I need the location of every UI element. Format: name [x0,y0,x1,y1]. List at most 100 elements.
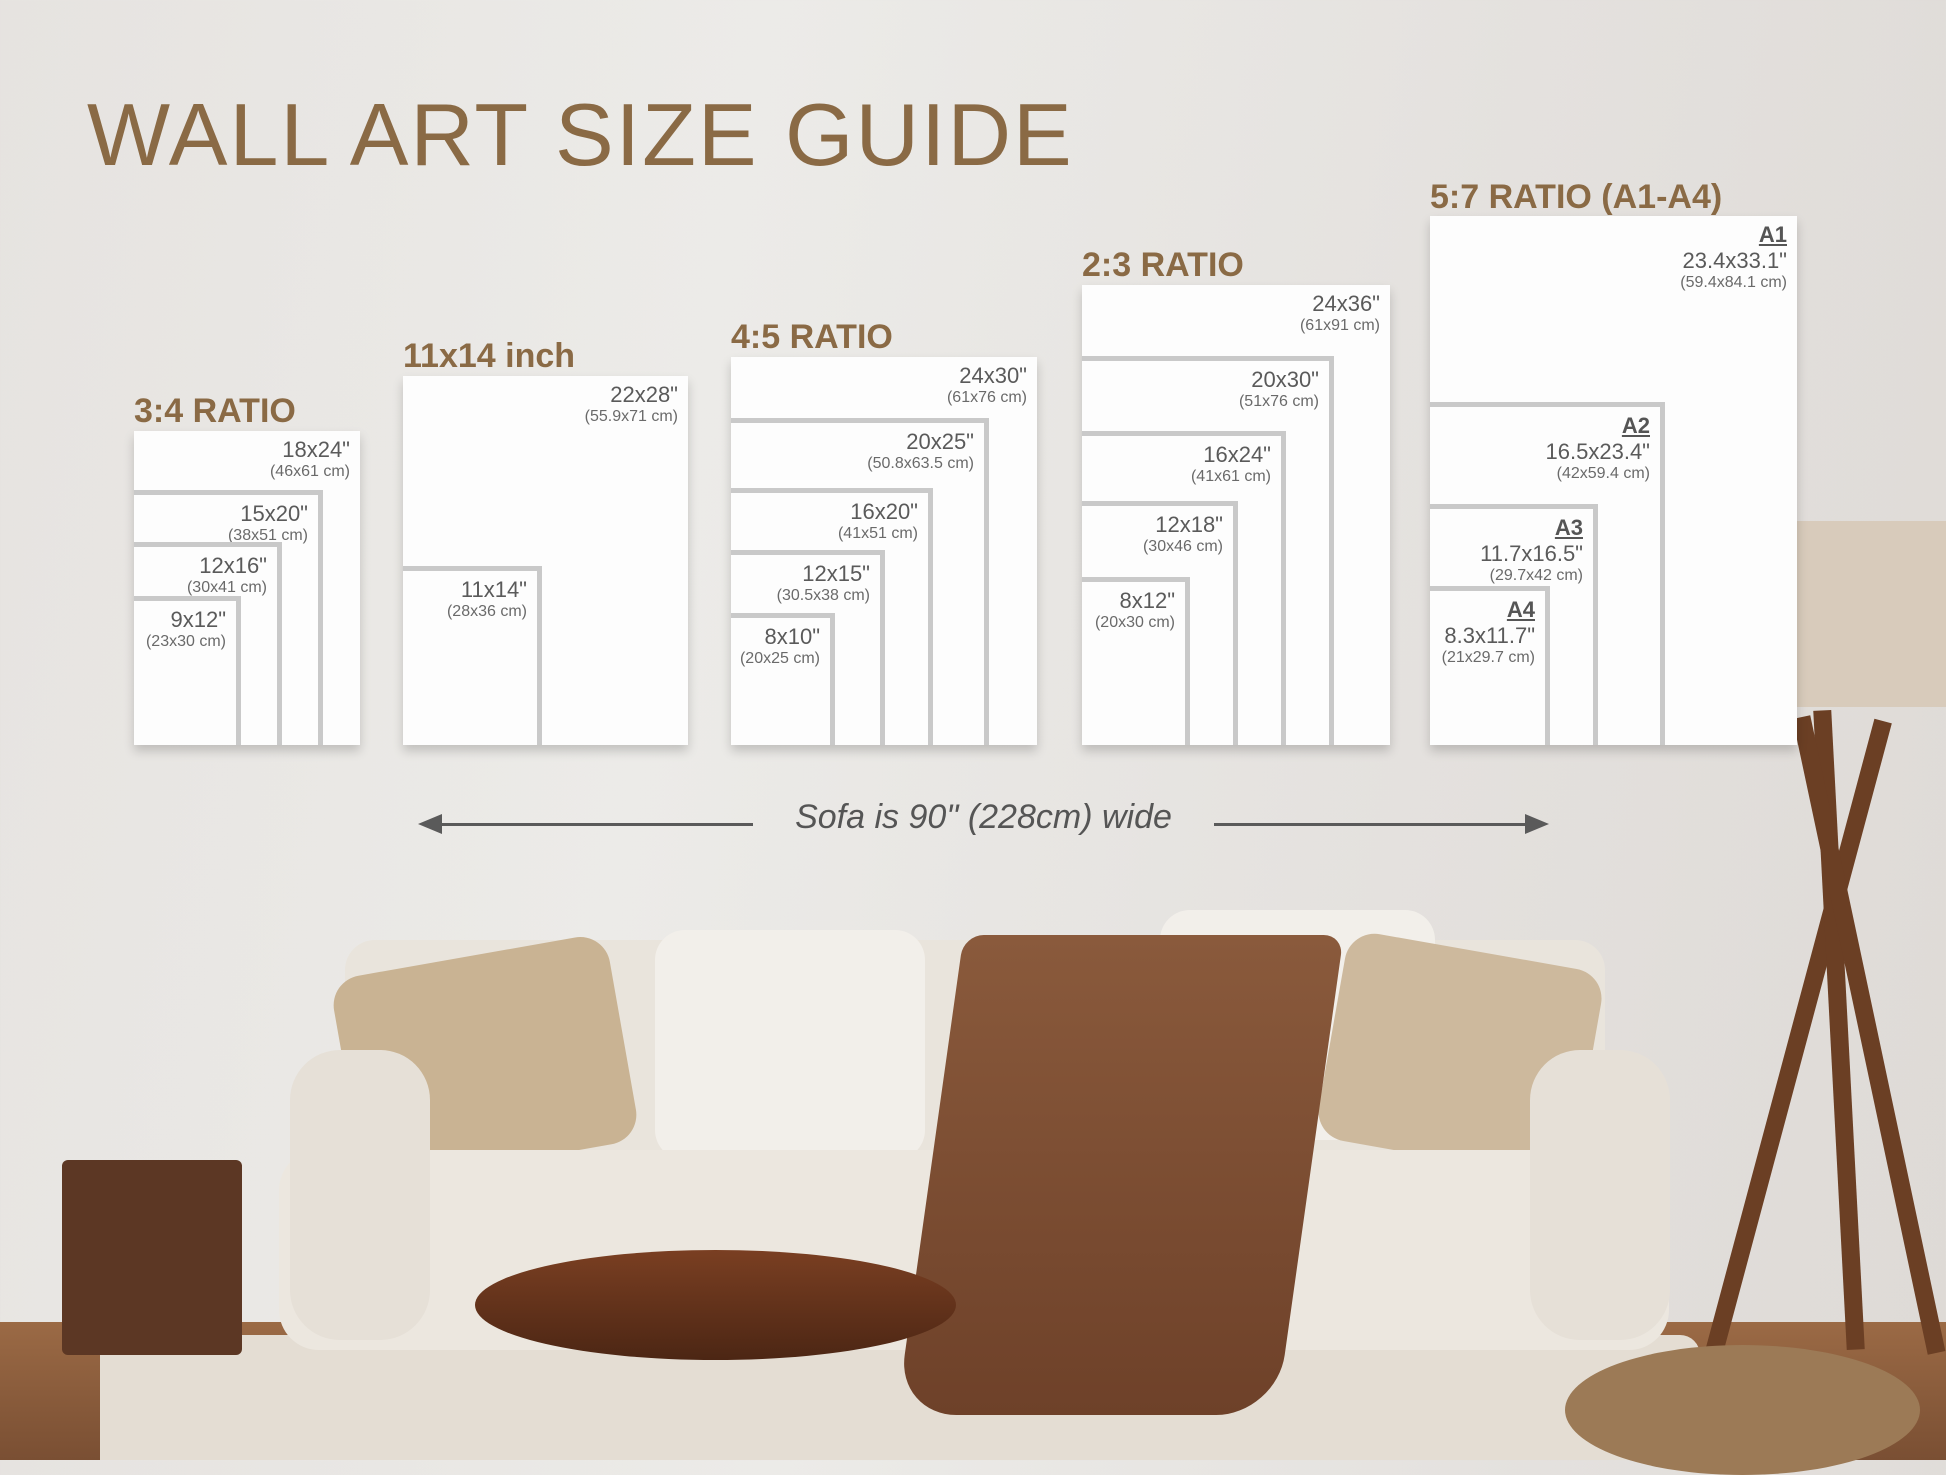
size-label: 12x18" (30x46 cm) [1143,512,1223,556]
size-frame: 20x25" (50.8x63.5 cm) [731,418,989,745]
size-inches: 8.3x11.7" [1444,623,1535,648]
paper-size-name: A3 [1554,515,1583,540]
sofa-arm-left [290,1050,430,1340]
size-frame: 15x20" (38x51 cm) [134,490,323,745]
size-cm: (42x59.4 cm) [1556,465,1650,482]
size-inches: 9x12" [170,607,226,632]
size-label: 15x20" (38x51 cm) [228,501,308,545]
size-label: 9x12" (23x30 cm) [146,607,226,651]
size-inches: 20x25" [906,429,974,454]
size-inches: 24x36" [1312,291,1380,316]
size-cm: (21x29.7 cm) [1441,649,1535,666]
size-frame: 12x16" (30x41 cm) [134,542,282,745]
arrow-left-icon [418,814,442,834]
size-inches: 12x16" [199,553,267,578]
size-cm: (46x61 cm) [269,463,350,480]
size-panel: 24x36" (61x91 cm) 20x30" (51x76 cm) 16x24" (4… [1082,285,1390,745]
size-frame: A3 11.7x16.5" (29.7x42 cm) [1430,504,1598,745]
size-label: 18x24" (46x61 cm) [270,437,350,481]
size-cm: (59.4x84.1 cm) [1680,274,1787,291]
size-label: A3 11.7x16.5" (29.7x42 cm) [1480,515,1583,585]
lamp-leg [1792,715,1946,1355]
size-frame: 20x30" (51x76 cm) [1082,356,1334,745]
size-cm: (61x76 cm) [946,389,1027,406]
throw-blanket [896,935,1344,1415]
group-label: 4:5 RATIO [731,318,893,356]
size-inches: 12x18" [1155,512,1223,537]
size-inches: 15x20" [240,501,308,526]
size-cm: (23x30 cm) [145,633,226,650]
size-label: 20x30" (51x76 cm) [1239,367,1319,411]
group-label: 2:3 RATIO [1082,246,1244,284]
size-label: 22x28" (55.9x71 cm) [585,382,678,426]
size-inches: 8x12" [1119,588,1175,613]
size-frame: 8x10" (20x25 cm) [731,613,835,745]
size-label: A1 23.4x33.1" (59.4x84.1 cm) [1680,222,1787,292]
size-cm: (55.9x71 cm) [584,408,678,425]
size-label: 12x15" (30.5x38 cm) [777,561,870,605]
size-label: 24x30" (61x76 cm) [947,363,1027,407]
paper-size-name: A4 [1506,597,1535,622]
size-inches: 11x14" [460,577,527,602]
size-frame: 11x14" (28x36 cm) [403,566,542,745]
size-label: 8x12" (20x30 cm) [1095,588,1175,632]
size-label: 16x24" (41x61 cm) [1191,442,1271,486]
size-inches: 20x30" [1251,367,1319,392]
size-inches: 16x20" [850,499,918,524]
rug [100,1335,1700,1460]
arrow-right-icon [1525,814,1549,834]
size-inches: 12x15" [802,561,870,586]
size-inches: 18x24" [282,437,350,462]
size-cm: (20x25 cm) [739,650,820,667]
group-label: 3:4 RATIO [134,392,296,430]
size-inches: 8x10" [764,624,820,649]
size-frame: 9x12" (23x30 cm) [134,596,241,745]
paper-size-name: A1 [1758,222,1787,247]
size-panel: 22x28" (55.9x71 cm) 11x14" (28x36 cm) [403,376,688,745]
size-inches: 11.7x16.5" [1480,541,1583,566]
size-inches: 24x30" [959,363,1027,388]
size-inches: 16.5x23.4" [1545,439,1650,464]
size-panel: 24x30" (61x76 cm) 20x25" (50.8x63.5 cm) 16x2… [731,357,1037,745]
size-cm: (51x76 cm) [1238,393,1319,410]
size-panel: 18x24" (46x61 cm) 15x20" (38x51 cm) 12x16" (3… [134,431,360,745]
size-frame: 8x12" (20x30 cm) [1082,577,1190,745]
size-panel: A1 23.4x33.1" (59.4x84.1 cm) A2 16.5x23.4" (4… [1430,216,1797,745]
group-label: 11x14 inch [403,337,576,375]
size-cm: (30x46 cm) [1142,538,1223,555]
arrow-right-line [1214,823,1537,826]
pillow [655,930,925,1160]
size-label: A2 16.5x23.4" (42x59.4 cm) [1546,413,1650,483]
size-label: 8x10" (20x25 cm) [740,624,820,668]
size-cm: (28x36 cm) [446,603,527,620]
paper-size-name: A2 [1621,413,1650,438]
size-frame: A2 16.5x23.4" (42x59.4 cm) [1430,402,1665,745]
size-label: 24x36" (61x91 cm) [1300,291,1380,335]
size-cm: (50.8x63.5 cm) [867,455,974,472]
size-cm: (20x30 cm) [1094,614,1175,631]
size-cm: (30.5x38 cm) [776,587,870,604]
size-label: A4 8.3x11.7" (21x29.7 cm) [1442,597,1535,667]
sofa-arm-right [1530,1050,1670,1340]
size-frame: 16x20" (41x51 cm) [731,488,933,745]
magazine-holder [62,1160,242,1355]
size-cm: (38x51 cm) [227,527,308,544]
size-cm: (41x51 cm) [837,525,918,542]
group-label: 5:7 RATIO (A1-A4) [1430,178,1723,216]
size-label: 16x20" (41x51 cm) [838,499,918,543]
wicker-pouf [1565,1345,1920,1475]
size-frame: 12x18" (30x46 cm) [1082,501,1238,745]
size-frame: 16x24" (41x61 cm) [1082,431,1286,745]
size-frame: 12x15" (30.5x38 cm) [731,550,885,745]
coffee-table [475,1250,956,1360]
size-inches: 22x28" [610,382,678,407]
sofa-width-note: Sofa is 90" (228cm) wide [795,798,1172,836]
size-label: 12x16" (30x41 cm) [187,553,267,597]
size-cm: (30x41 cm) [186,579,267,596]
size-cm: (41x61 cm) [1190,468,1271,485]
size-cm: (61x91 cm) [1299,317,1380,334]
arrow-left-line [430,823,753,826]
size-inches: 23.4x33.1" [1682,248,1787,273]
size-inches: 16x24" [1203,442,1271,467]
size-frame: A4 8.3x11.7" (21x29.7 cm) [1430,586,1550,745]
